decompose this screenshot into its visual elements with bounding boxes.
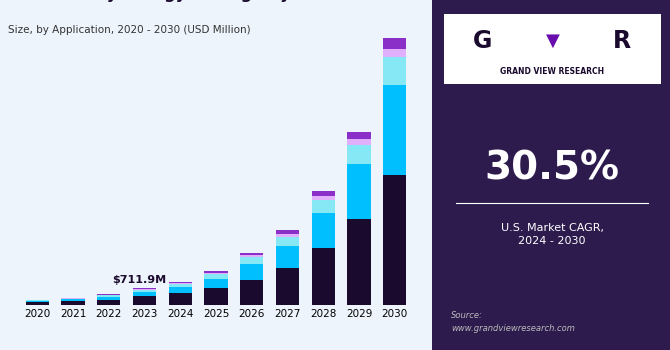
Bar: [133, 288, 156, 289]
Bar: [383, 57, 407, 85]
Bar: [383, 38, 407, 49]
Bar: [348, 139, 371, 145]
Bar: [241, 280, 263, 304]
Bar: [97, 297, 121, 300]
Bar: [312, 191, 335, 196]
Text: $711.9M: $711.9M: [112, 275, 166, 285]
Bar: [204, 274, 228, 279]
Bar: [169, 281, 192, 282]
Bar: [348, 164, 371, 219]
Bar: [276, 237, 299, 246]
Bar: [97, 295, 121, 297]
Bar: [241, 253, 263, 255]
Bar: [25, 302, 49, 304]
Text: U.S. Battery Energy Storage System Market: U.S. Battery Energy Storage System Marke…: [7, 0, 404, 2]
Bar: [383, 175, 407, 304]
Bar: [25, 301, 49, 302]
Bar: [276, 234, 299, 237]
Legend: Grid Storage, Transportation, UPS, Telecom, Others: Grid Storage, Transportation, UPS, Telec…: [26, 349, 373, 350]
Bar: [62, 301, 84, 304]
Bar: [133, 290, 156, 292]
Bar: [276, 268, 299, 304]
Bar: [25, 300, 49, 301]
Text: U.S. Market CAGR,
2024 - 2030: U.S. Market CAGR, 2024 - 2030: [500, 223, 604, 246]
Bar: [204, 279, 228, 288]
Bar: [204, 271, 228, 273]
Bar: [312, 248, 335, 304]
Bar: [97, 300, 121, 304]
Text: 30.5%: 30.5%: [484, 149, 620, 187]
Text: G: G: [473, 29, 492, 52]
Bar: [241, 256, 263, 257]
Bar: [383, 49, 407, 57]
Bar: [348, 145, 371, 164]
Bar: [169, 293, 192, 304]
Bar: [312, 196, 335, 200]
Bar: [276, 246, 299, 268]
Bar: [204, 288, 228, 304]
Text: GRAND VIEW RESEARCH: GRAND VIEW RESEARCH: [500, 67, 604, 76]
Bar: [312, 213, 335, 248]
Bar: [348, 132, 371, 139]
Text: Size, by Application, 2020 - 2030 (USD Million): Size, by Application, 2020 - 2030 (USD M…: [8, 25, 251, 35]
Bar: [383, 85, 407, 175]
Text: ▼: ▼: [545, 32, 559, 50]
Text: Source:
www.grandviewresearch.com: Source: www.grandviewresearch.com: [452, 311, 576, 333]
Bar: [169, 287, 192, 293]
Text: R: R: [613, 29, 631, 52]
Bar: [204, 273, 228, 274]
Bar: [241, 264, 263, 280]
Bar: [312, 200, 335, 213]
Bar: [133, 296, 156, 304]
Bar: [97, 294, 121, 295]
Bar: [276, 230, 299, 234]
Bar: [169, 284, 192, 287]
Bar: [133, 292, 156, 296]
Bar: [169, 282, 192, 284]
Bar: [133, 289, 156, 290]
Bar: [348, 219, 371, 304]
Bar: [62, 300, 84, 301]
Bar: [241, 257, 263, 264]
Bar: [62, 299, 84, 300]
